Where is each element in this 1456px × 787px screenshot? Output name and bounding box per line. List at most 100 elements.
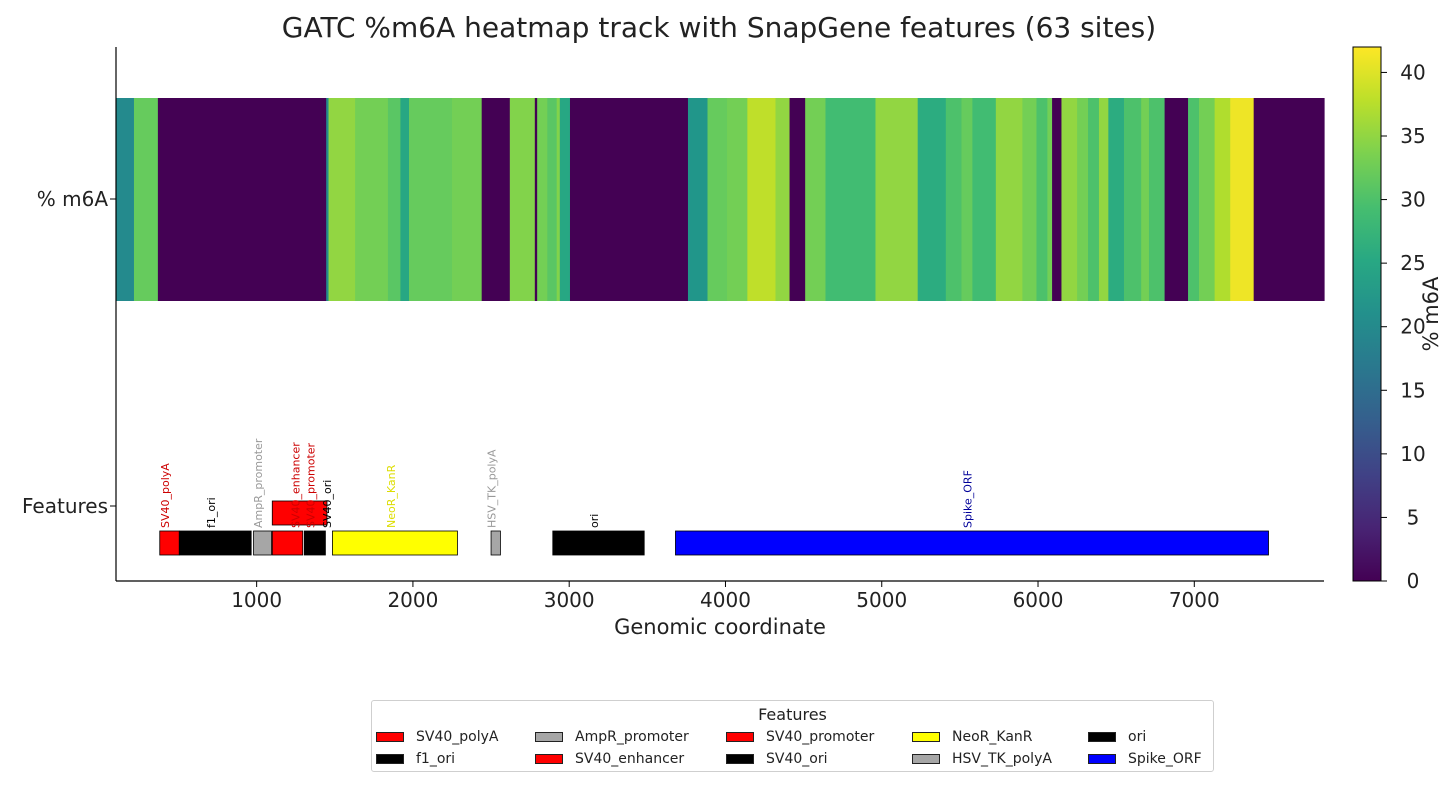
- y-row-label: % m6A: [37, 187, 109, 211]
- heatmap-cell: [707, 98, 728, 301]
- heatmap-cell: [509, 98, 536, 301]
- heatmap-cell: [481, 98, 511, 301]
- legend-swatch: [535, 754, 563, 764]
- heatmap-cell: [387, 98, 402, 301]
- legend-swatch: [912, 732, 940, 742]
- legend-entry-f1-ori: f1_ori: [376, 750, 455, 768]
- colorbar-tick-label: 35: [1400, 124, 1425, 148]
- legend-entry-sv40-ori: SV40_ori: [726, 750, 828, 768]
- feature-bar-f1-ori: [178, 530, 252, 556]
- heatmap-cell: [775, 98, 791, 301]
- heatmap-cell: [556, 98, 561, 301]
- legend-label: NeoR_KanR: [952, 729, 1033, 745]
- feature-bar-ori: [552, 530, 645, 556]
- heatmap-cell: [1088, 98, 1100, 301]
- feature-label-sv40-ori: SV40_ori: [321, 480, 334, 528]
- legend-label: HSV_TK_polyA: [952, 751, 1052, 767]
- feature-bar-hsv-tk-polya: [490, 530, 501, 556]
- feature-label-ori: ori: [588, 514, 601, 528]
- x-tick-label: 5000: [856, 588, 907, 612]
- colorbar-tick-label: 40: [1400, 60, 1425, 84]
- heatmap-cell: [945, 98, 963, 301]
- x-tick-label: 1000: [231, 588, 282, 612]
- heatmap-cell: [326, 98, 330, 301]
- heatmap-cell: [157, 98, 327, 301]
- y-row-label: Features: [22, 494, 108, 518]
- legend-label: f1_ori: [416, 751, 456, 767]
- colorbar-tick-label: 25: [1400, 251, 1425, 275]
- heatmap-cell: [116, 98, 135, 301]
- heatmap-cell: [1148, 98, 1166, 301]
- feature-label-ampr-promoter: AmpR_promoter: [252, 438, 265, 528]
- heatmap-cell: [1188, 98, 1200, 301]
- heatmap-track: [116, 98, 1325, 301]
- legend: Features SV40_polyA f1_ori AmpR_promoter SV…: [371, 700, 1214, 772]
- feature-label-spike-orf: Spike_ORF: [962, 470, 975, 528]
- x-tick-label: 7000: [1169, 588, 1220, 612]
- legend-swatch: [535, 732, 563, 742]
- colorbar-tick-label: 30: [1400, 188, 1425, 212]
- heatmap-cell: [1047, 98, 1053, 301]
- feature-label-hsv-tk-polya: HSV_TK_polyA: [486, 449, 499, 528]
- legend-entry-sv40-promoter: SV40_promoter: [726, 728, 874, 746]
- features-track: SV40_polyA f1_ori AmpR_promoter SV40_enhanc…: [159, 438, 1269, 556]
- legend-label: SV40_promoter: [766, 729, 875, 745]
- feature-label-neor-kanr: NeoR_KanR: [385, 464, 398, 528]
- heatmap-cell: [1077, 98, 1089, 301]
- heatmap-cell: [1198, 98, 1216, 301]
- legend-entry-neor-kanr: NeoR_KanR: [912, 728, 1033, 746]
- heatmap-cell: [1123, 98, 1142, 301]
- x-tick-label: 6000: [1013, 588, 1064, 612]
- feature-bar-spike-orf: [675, 530, 1269, 556]
- heatmap-cell: [972, 98, 997, 301]
- legend-entry-ampr-promoter: AmpR_promoter: [535, 728, 689, 746]
- legend-label: AmpR_promoter: [575, 729, 689, 745]
- feature-label-sv40-enhancer: SV40_enhancer: [290, 442, 303, 528]
- legend-entry-ori: ori: [1088, 728, 1146, 746]
- feature-label-sv40-polya: SV40_polyA: [159, 463, 172, 528]
- legend-entry-spike-orf: Spike_ORF: [1088, 750, 1202, 768]
- heatmap-cell: [747, 98, 777, 301]
- heatmap-cell: [1108, 98, 1125, 301]
- heatmap-cell: [451, 98, 483, 301]
- heatmap-cell: [1098, 98, 1109, 301]
- legend-label: ori: [1128, 729, 1147, 745]
- heatmap-cell: [687, 98, 709, 301]
- heatmap-cell: [537, 98, 548, 301]
- legend-swatch: [376, 732, 404, 742]
- heatmap-cell: [727, 98, 748, 301]
- feature-bar-neor-kanr: [332, 530, 458, 556]
- feature-label-f1-ori: f1_ori: [205, 497, 218, 528]
- colorbar-label: % m6A: [1419, 276, 1443, 351]
- legend-entry-sv40-polya: SV40_polyA: [376, 728, 498, 746]
- legend-swatch: [726, 732, 754, 742]
- x-tick-label: 2000: [387, 588, 438, 612]
- heatmap-cell: [1036, 98, 1048, 301]
- colorbar-tick-label: 10: [1400, 442, 1425, 466]
- legend-entry-hsv-tk-polya: HSV_TK_polyA: [912, 750, 1052, 768]
- heatmap-cell: [559, 98, 571, 301]
- axes: 1000 2000 3000 4000 5000 6000 7000 Genomic coor…: [22, 47, 1324, 639]
- chart-title: GATC %m6A heatmap track with SnapGene fe…: [282, 11, 1156, 44]
- legend-swatch: [1088, 732, 1116, 742]
- heatmap-cell: [825, 98, 877, 301]
- heatmap-cell: [1230, 98, 1255, 301]
- heatmap-cell: [400, 98, 410, 301]
- heatmap-cell: [534, 98, 538, 301]
- heatmap-cell: [1052, 98, 1063, 301]
- x-tick-label: 3000: [544, 588, 595, 612]
- heatmap-cell: [1141, 98, 1150, 301]
- colorbar-tick-label: 20: [1400, 315, 1425, 339]
- legend-label: SV40_enhancer: [575, 751, 685, 767]
- colorbar-tick-label: 15: [1400, 378, 1425, 402]
- heatmap-cell: [789, 98, 806, 301]
- legend-label: SV40_ori: [766, 751, 828, 767]
- feature-bar-sv40-promoter: [271, 530, 304, 556]
- heatmap-cell: [409, 98, 453, 301]
- colorbar-tick-label: 0: [1407, 569, 1420, 593]
- heatmap-cell: [1164, 98, 1189, 301]
- heatmap-cell: [917, 98, 947, 301]
- legend-label: SV40_polyA: [416, 729, 499, 745]
- feature-bar-ampr-promoter: [253, 530, 272, 556]
